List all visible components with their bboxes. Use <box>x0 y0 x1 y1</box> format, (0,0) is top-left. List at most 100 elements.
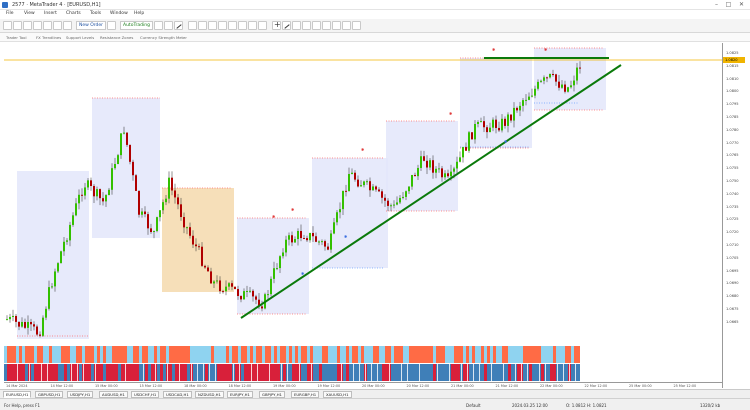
vline-icon[interactable] <box>302 21 311 30</box>
data-window-icon[interactable] <box>33 21 42 30</box>
bear-candle <box>144 211 146 215</box>
indicators-icon[interactable] <box>238 21 247 30</box>
chart-tab[interactable]: EURUSD,H1 <box>3 391 32 398</box>
strength-bar-bottom <box>205 364 208 381</box>
bull-candle <box>333 222 335 234</box>
strength-bar-bottom <box>241 364 244 381</box>
strength-bar-bottom <box>229 364 232 381</box>
autotrading-button[interactable]: AutoTrading <box>120 21 153 30</box>
strength-bar-top <box>112 346 115 363</box>
strength-gap <box>539 364 540 381</box>
hline-icon[interactable] <box>292 21 301 30</box>
terminal-icon[interactable] <box>53 21 62 30</box>
bull-candle <box>123 132 125 134</box>
new-order-button[interactable]: New Order <box>76 21 107 30</box>
app-icon <box>2 2 8 8</box>
strength-bar-bottom <box>445 364 448 381</box>
strength-bar-bottom <box>319 364 322 381</box>
time-tick: 15 Mar 12:00 <box>139 384 163 388</box>
strength-bar-top <box>517 346 520 363</box>
strength-bar-bottom <box>394 364 397 381</box>
strength-bar-top <box>535 346 538 363</box>
bear-candle <box>426 160 428 168</box>
label-icon[interactable] <box>342 21 351 30</box>
bear-candle <box>93 186 95 197</box>
chart-tab[interactable]: XAUUSD,H1 <box>323 391 352 398</box>
bear-candle <box>99 189 101 199</box>
menu-charts[interactable]: Charts <box>66 11 81 16</box>
strength-bar-top <box>4 346 7 363</box>
strength-bar-top <box>499 346 502 363</box>
trendline-icon[interactable] <box>282 21 291 30</box>
tile-windows-icon[interactable] <box>208 21 217 30</box>
chart-tab[interactable]: GBPJPY,H1 <box>259 391 285 398</box>
strength-bar-top <box>235 346 238 363</box>
strength-bar-top <box>121 346 124 363</box>
strength-bar-bottom <box>67 364 70 381</box>
strength-bar-bottom <box>259 364 262 381</box>
strength-bar-bottom <box>277 364 280 381</box>
candlestick-chart[interactable]: ✱ ✱ ✱ ✱ ✱ ✱ ✱ ✱ ✱ ✱ <box>4 43 722 343</box>
strength-bar-top <box>322 346 325 363</box>
menu-view[interactable]: View <box>24 11 35 16</box>
strength-bar-top <box>427 346 430 363</box>
price-tick: 1.0710 <box>726 243 739 247</box>
meta-editor-icon[interactable] <box>107 21 116 30</box>
strength-bar-top <box>403 346 406 363</box>
arrows-icon[interactable] <box>352 21 361 30</box>
strength-bar-top <box>166 346 169 363</box>
chart-tab[interactable]: USDCAD,H1 <box>163 391 192 398</box>
periods-icon[interactable] <box>248 21 257 30</box>
templates-icon[interactable] <box>258 21 267 30</box>
strength-bar-bottom <box>169 364 172 381</box>
strength-bar-top <box>283 346 286 363</box>
candlestick-icon[interactable] <box>164 21 173 30</box>
minimize-button[interactable]: – <box>715 1 718 8</box>
chart-tab[interactable]: AUDUSD,H1 <box>99 391 128 398</box>
strength-bar-bottom <box>247 364 250 381</box>
fibonacci-icon[interactable] <box>322 21 331 30</box>
bear-candle <box>504 118 506 126</box>
bull-candle <box>225 286 227 292</box>
navigator-icon[interactable] <box>43 21 52 30</box>
line-chart-icon[interactable] <box>174 21 183 30</box>
bull-candle <box>120 133 122 156</box>
profiles-icon[interactable] <box>13 21 22 30</box>
new-chart-icon[interactable] <box>3 21 12 30</box>
time-axis[interactable]: 14 Mar 2024 14 Mar 12:00 15 Mar 00:00 15 Ma… <box>4 382 722 388</box>
zoom-in-icon[interactable] <box>188 21 197 30</box>
strength-bar-bottom <box>463 364 466 381</box>
menu-insert[interactable]: Insert <box>44 11 57 16</box>
chart-tab[interactable]: NZDUSD,H1 <box>195 391 224 398</box>
chart-shift-icon[interactable] <box>228 21 237 30</box>
text-icon[interactable] <box>332 21 341 30</box>
chart-tab[interactable]: GBPUSD,H1 <box>35 391 64 398</box>
maximize-button[interactable]: □ <box>725 1 732 8</box>
bear-candle <box>207 267 209 272</box>
channel-icon[interactable] <box>312 21 321 30</box>
chart-tab[interactable]: USDJPY,H1 <box>67 391 94 398</box>
menu-tools[interactable]: Tools <box>90 11 102 16</box>
crosshair-icon[interactable] <box>272 20 281 30</box>
bull-candle <box>429 160 431 168</box>
price-axis[interactable]: 1.0825 1.0815 1.0810 1.0800 1.0795 1.0785 1.07… <box>722 43 750 388</box>
strength-bar-top <box>136 346 139 363</box>
tester-icon[interactable] <box>63 21 72 30</box>
strength-bar-top <box>520 346 523 363</box>
menu-window[interactable]: Window <box>110 11 128 16</box>
zoom-out-icon[interactable] <box>198 21 207 30</box>
strength-bar-top <box>52 346 55 363</box>
auto-scroll-icon[interactable] <box>218 21 227 30</box>
market-watch-icon[interactable] <box>23 21 32 30</box>
zone-box <box>17 171 89 339</box>
bull-candle <box>69 224 71 241</box>
strength-bar-top <box>361 346 364 363</box>
chart-tab[interactable]: USDCHF,H1 <box>131 391 160 398</box>
strength-gap <box>95 364 96 381</box>
bar-chart-icon[interactable] <box>154 21 163 30</box>
menu-file[interactable]: File <box>6 11 14 16</box>
chart-tab[interactable]: EURGBP,H1 <box>291 391 320 398</box>
close-button[interactable]: ✕ <box>738 1 745 8</box>
menu-help[interactable]: Help <box>134 11 145 16</box>
chart-tab[interactable]: EURJPY,H1 <box>227 391 253 398</box>
